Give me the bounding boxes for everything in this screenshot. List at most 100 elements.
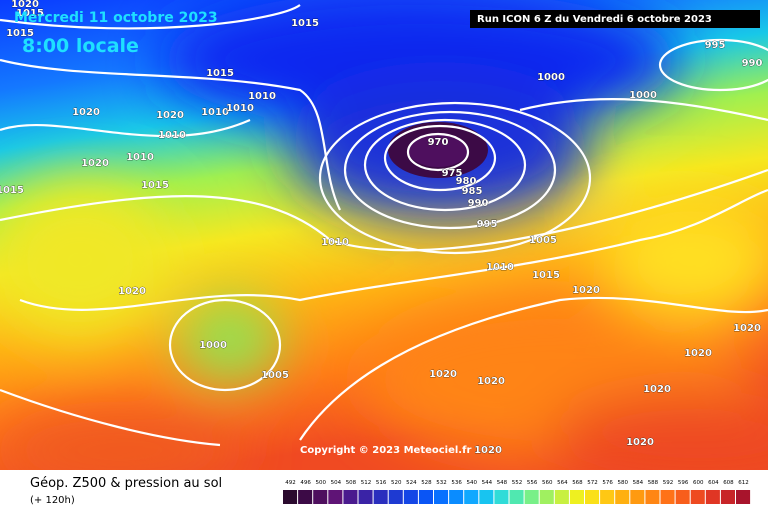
legend-swatch bbox=[539, 490, 554, 504]
isobar-label: 1005 bbox=[261, 370, 289, 381]
legend-tick: 604 bbox=[708, 480, 719, 486]
isobar-label: 1020 bbox=[429, 369, 457, 380]
legend-swatch bbox=[449, 490, 464, 504]
legend-tick: 588 bbox=[648, 480, 659, 486]
isobar-label: 1015 bbox=[206, 68, 234, 79]
legend-tick: 500 bbox=[316, 480, 327, 486]
isobar-label: 1020 bbox=[474, 445, 502, 456]
legend-swatch bbox=[615, 490, 630, 504]
legend-tick: 540 bbox=[467, 480, 478, 486]
isobar-label: 1000 bbox=[199, 340, 227, 351]
isobar-label: 1020 bbox=[572, 285, 600, 296]
legend-swatch bbox=[509, 490, 524, 504]
legend-tick: 564 bbox=[557, 480, 568, 486]
isobar-label: 1020 bbox=[81, 158, 109, 169]
isobar-label: 1015 bbox=[6, 28, 34, 39]
isobar-label: 975 bbox=[442, 168, 463, 179]
isobar-label: 1005 bbox=[529, 235, 557, 246]
legend-swatch bbox=[343, 490, 358, 504]
legend-tick: 600 bbox=[693, 480, 704, 486]
isobar-label: 1010 bbox=[486, 262, 514, 273]
legend-swatch bbox=[645, 490, 660, 504]
legend-tick: 508 bbox=[346, 480, 357, 486]
isobar-label: 1020 bbox=[118, 286, 146, 297]
legend-tick: 580 bbox=[618, 480, 629, 486]
isobar-label: 980 bbox=[456, 176, 477, 187]
legend-swatch bbox=[494, 490, 509, 504]
legend-swatch bbox=[736, 490, 751, 504]
legend-swatch bbox=[373, 490, 388, 504]
isobar-label: 1020 bbox=[643, 384, 671, 395]
legend-tick: 516 bbox=[376, 480, 387, 486]
legend-tick: 576 bbox=[602, 480, 613, 486]
isobar-label: 1020 bbox=[684, 348, 712, 359]
legend-tick: 584 bbox=[633, 480, 644, 486]
legend-tick: 496 bbox=[300, 480, 311, 486]
legend-tick: 612 bbox=[738, 480, 749, 486]
legend: 492 496 500 504 508 512 516 520 524 528 532 536 540 5… bbox=[283, 480, 751, 504]
isobar-label: 1010 bbox=[248, 91, 276, 102]
isobar-label: 1020 bbox=[156, 110, 184, 121]
legend-swatch bbox=[675, 490, 690, 504]
legend-tick: 532 bbox=[436, 480, 447, 486]
legend-swatch bbox=[585, 490, 600, 504]
legend-swatch bbox=[464, 490, 479, 504]
legend-tick: 568 bbox=[572, 480, 583, 486]
legend-swatch bbox=[403, 490, 418, 504]
run-box bbox=[470, 10, 760, 28]
isobar-label: 970 bbox=[428, 137, 449, 148]
legend-swatch bbox=[298, 490, 313, 504]
run-label: Run ICON 6 Z du Vendredi 6 octobre 2023 bbox=[477, 14, 712, 25]
isobar-label: 1010 bbox=[158, 130, 186, 141]
isobar-label: 1000 bbox=[537, 72, 565, 83]
legend-swatch bbox=[705, 490, 720, 504]
legend-tick: 528 bbox=[421, 480, 432, 486]
legend-tick: 572 bbox=[587, 480, 598, 486]
isobar-label: 995 bbox=[705, 40, 726, 51]
date-label: Mercredi 11 octobre 2023 bbox=[14, 10, 218, 26]
footer-lead: (+ 120h) bbox=[30, 495, 75, 506]
isobar-label: 1020 bbox=[477, 376, 505, 387]
isobar-label: 1015 bbox=[16, 8, 44, 19]
legend-tick: 492 bbox=[285, 480, 296, 486]
isobar-label: 1020 bbox=[733, 323, 761, 334]
isobar-label: 995 bbox=[477, 219, 498, 230]
isobars bbox=[0, 4, 768, 447]
legend-tick: 536 bbox=[451, 480, 462, 486]
legend-tick: 512 bbox=[361, 480, 372, 486]
isobar-label: 1015 bbox=[291, 18, 319, 29]
legend-swatch bbox=[434, 490, 449, 504]
legend-swatch bbox=[630, 490, 645, 504]
isobar-label: 1015 bbox=[0, 185, 24, 196]
legend-swatch bbox=[479, 490, 494, 504]
legend-swatch bbox=[600, 490, 615, 504]
isobar-label: 1020 bbox=[11, 0, 39, 10]
legend-tick: 504 bbox=[331, 480, 342, 486]
isobar-label: 1020 bbox=[626, 437, 654, 448]
legend-tick: 548 bbox=[497, 480, 508, 486]
legend-swatch bbox=[660, 490, 675, 504]
legend-swatch bbox=[388, 490, 403, 504]
time-label: 8:00 locale bbox=[22, 35, 139, 57]
isobar-label: 1010 bbox=[126, 152, 154, 163]
legend-tick: 544 bbox=[482, 480, 493, 486]
legend-swatch bbox=[554, 490, 569, 504]
legend-swatch bbox=[283, 490, 298, 504]
legend-tick: 520 bbox=[391, 480, 402, 486]
copyright: Copyright © 2023 Meteociel.fr bbox=[300, 445, 471, 456]
legend-swatch bbox=[358, 490, 373, 504]
isobar-label: 1015 bbox=[141, 180, 169, 191]
legend-tick: 596 bbox=[678, 480, 689, 486]
legend-swatch bbox=[328, 490, 343, 504]
legend-swatch bbox=[569, 490, 584, 504]
legend-tick: 524 bbox=[406, 480, 417, 486]
isobar-label: 1010 bbox=[226, 103, 254, 114]
legend-tick: 552 bbox=[512, 480, 523, 486]
isobar-label: 990 bbox=[468, 198, 489, 209]
isobar-label: 1010 bbox=[321, 237, 349, 248]
isobar-label: 985 bbox=[462, 186, 483, 197]
legend-tick: 608 bbox=[723, 480, 734, 486]
